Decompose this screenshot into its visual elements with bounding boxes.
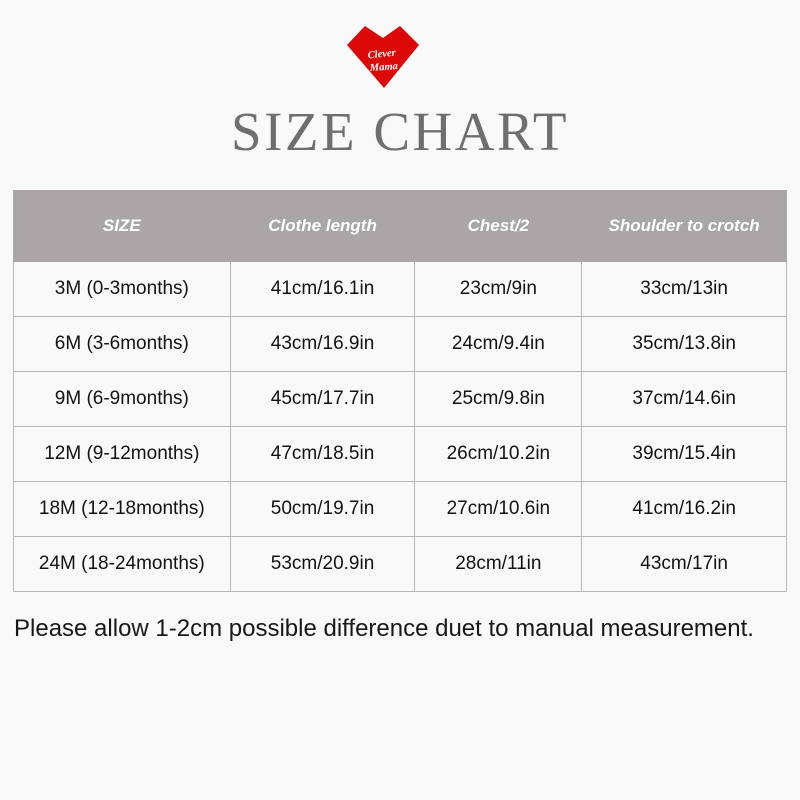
svg-text:Mama: Mama — [368, 61, 398, 74]
